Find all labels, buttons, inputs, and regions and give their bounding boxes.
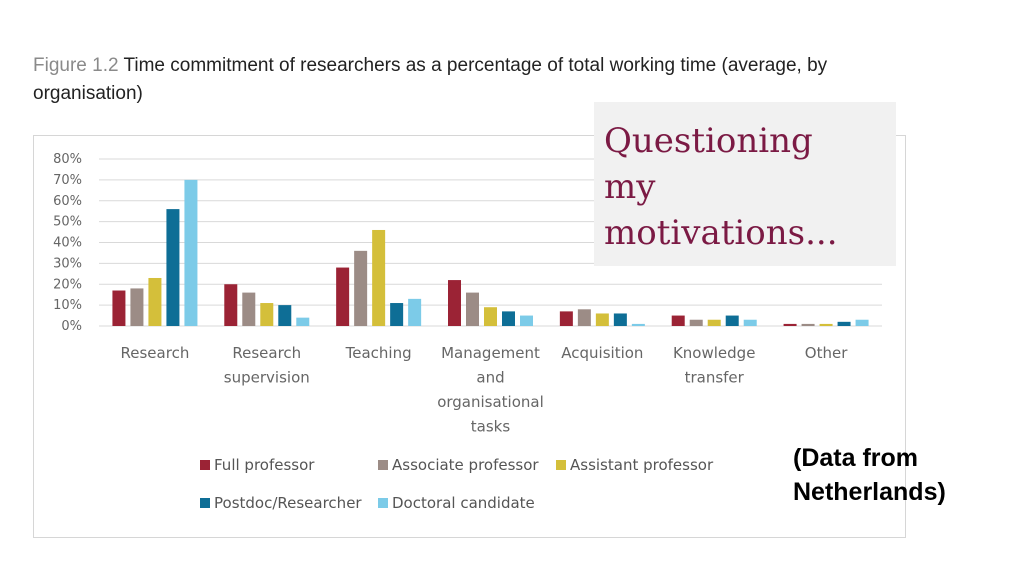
bar [613, 313, 627, 326]
y-tick-label: 70% [53, 173, 82, 188]
x-category-label: Management and organisational tasks [437, 344, 544, 436]
y-tick-label: 40% [53, 236, 82, 251]
bar [725, 315, 739, 326]
bar [372, 229, 386, 326]
legend-label: Postdoc/Researcher [214, 494, 362, 512]
data-source-note: (Data from Netherlands) [793, 444, 946, 506]
bar [130, 288, 144, 326]
y-tick-label: 10% [53, 298, 82, 313]
bar [260, 303, 274, 326]
legend-label: Assistant professor [570, 456, 714, 474]
figure-caption: Time commitment of researchers as a perc… [33, 55, 828, 104]
bar [783, 323, 797, 326]
bar [336, 267, 350, 326]
legend-label: Associate professor [392, 456, 539, 474]
bar [689, 319, 703, 326]
bar [743, 319, 757, 326]
bar [278, 305, 292, 326]
y-tick-label: 50% [53, 215, 82, 230]
bar [390, 303, 404, 326]
legend-swatch [200, 498, 210, 508]
x-category-label: Knowledge transfer [673, 344, 755, 387]
bar [595, 313, 609, 326]
x-category-label-line: Knowledge [673, 344, 755, 362]
x-category-label: Other [805, 344, 848, 362]
bar [354, 250, 368, 326]
x-category-label: Acquisition [561, 344, 643, 362]
figure-number: Figure 1.2 [33, 55, 119, 76]
x-category-label-line: Teaching [345, 344, 412, 362]
y-tick-label: 60% [53, 194, 82, 209]
x-category-label: Research [121, 344, 190, 362]
y-tick-label: 20% [53, 277, 82, 292]
bar [184, 179, 198, 326]
x-category-label-line: transfer [685, 369, 745, 387]
x-category-label-line: Research [232, 344, 301, 362]
y-tick-label: 80% [53, 152, 82, 167]
bar [801, 323, 815, 326]
bar [502, 311, 515, 326]
legend-label: Full professor [214, 456, 315, 474]
x-category-label-line: Research [121, 344, 190, 362]
bar [224, 284, 238, 326]
legend-label: Doctoral candidate [392, 494, 535, 512]
bar [577, 309, 591, 326]
bar [559, 311, 573, 326]
bar [448, 280, 461, 326]
chart-frame: 0% 10% 20% 30% 40% 50% 60% 70% 80% Research Resear… [33, 135, 906, 538]
bar [837, 321, 851, 326]
y-tick-label: 0% [61, 319, 82, 334]
bar [408, 298, 422, 326]
x-category-label-line: tasks [471, 418, 511, 436]
bar [296, 317, 310, 326]
bar-chart: 0%10%20%30%40%50%60%70%80%Research Resear… [53, 152, 882, 512]
legend-swatch [556, 460, 566, 470]
bar [707, 319, 721, 326]
bar [631, 323, 645, 326]
x-category-label-line: Other [805, 344, 848, 362]
bar [671, 315, 685, 326]
bar [855, 319, 869, 326]
bar [242, 292, 256, 326]
x-category-label: Teaching [345, 344, 412, 362]
bar [520, 315, 533, 326]
bar [484, 307, 497, 326]
bar [466, 292, 479, 326]
x-category-label-line: Acquisition [561, 344, 643, 362]
bar [148, 277, 162, 326]
x-category-label: Research supervision [224, 344, 310, 387]
legend-swatch [378, 460, 388, 470]
y-tick-label: 30% [53, 256, 82, 271]
x-category-label-line: and [476, 369, 504, 387]
x-category-label-line: supervision [224, 369, 310, 387]
legend-swatch [378, 498, 388, 508]
figure-title: Figure 1.2 Time commitment of researcher… [33, 52, 833, 108]
x-category-label-line: Management [441, 344, 540, 362]
overlay-box: Questioning my motivations... [594, 102, 896, 266]
bar [166, 209, 180, 326]
bar [112, 290, 126, 326]
overlay-text: Questioning my motivations... [604, 121, 838, 253]
bar [819, 323, 833, 326]
x-category-label-line: organisational [437, 393, 544, 411]
legend-swatch [200, 460, 210, 470]
